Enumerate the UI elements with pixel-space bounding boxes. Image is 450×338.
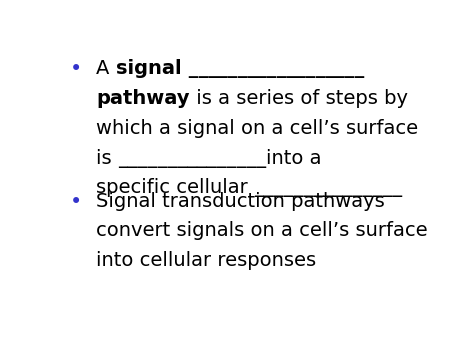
Text: specific cellular: specific cellular [96, 178, 254, 197]
Text: _______________: _______________ [118, 149, 266, 168]
Text: pathway: pathway [96, 89, 190, 108]
Text: signal: signal [116, 59, 182, 78]
Text: which a signal on a cell’s surface: which a signal on a cell’s surface [96, 119, 419, 138]
Text: into cellular responses: into cellular responses [96, 251, 316, 270]
Text: __________________: __________________ [182, 59, 364, 78]
Text: A: A [96, 59, 116, 78]
Text: •: • [70, 59, 82, 79]
Text: •: • [70, 192, 82, 212]
Text: is a series of steps by: is a series of steps by [190, 89, 408, 108]
Text: convert signals on a cell’s surface: convert signals on a cell’s surface [96, 221, 428, 240]
Text: _______________: _______________ [254, 178, 402, 197]
Text: into a: into a [266, 149, 322, 168]
Text: is: is [96, 149, 118, 168]
Text: Signal transduction pathways: Signal transduction pathways [96, 192, 385, 211]
